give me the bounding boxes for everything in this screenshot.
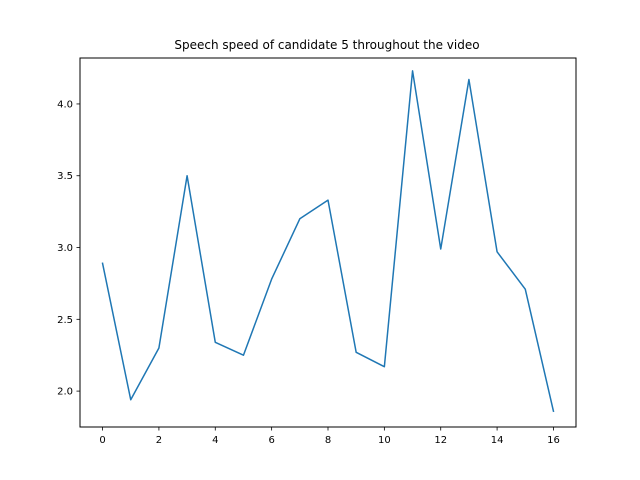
y-tick-label: 3.5 bbox=[57, 171, 73, 182]
x-tick-label: 2 bbox=[156, 435, 162, 446]
y-tick-label: 2.5 bbox=[57, 315, 73, 326]
y-tick-label: 3.0 bbox=[57, 243, 73, 254]
y-tick-label: 4.0 bbox=[57, 99, 73, 110]
x-tick-label: 0 bbox=[99, 435, 105, 446]
chart-title: Speech speed of candidate 5 throughout t… bbox=[174, 38, 479, 52]
x-tick-label: 16 bbox=[547, 435, 560, 446]
x-axis: 0 2 4 6 8 10 12 14 16 bbox=[99, 427, 560, 446]
plot-area bbox=[101, 70, 555, 413]
x-tick-label: 6 bbox=[268, 435, 274, 446]
y-axis: 2.0 2.5 3.0 3.5 4.0 bbox=[57, 99, 80, 398]
x-tick-label: 8 bbox=[325, 435, 331, 446]
axes-frame bbox=[79, 57, 577, 428]
y-tick-label: 2.0 bbox=[57, 387, 73, 398]
x-tick-label: 12 bbox=[434, 435, 447, 446]
x-tick-label: 14 bbox=[491, 435, 504, 446]
x-tick-label: 4 bbox=[212, 435, 218, 446]
series-line bbox=[101, 70, 555, 413]
x-tick-label: 10 bbox=[378, 435, 391, 446]
